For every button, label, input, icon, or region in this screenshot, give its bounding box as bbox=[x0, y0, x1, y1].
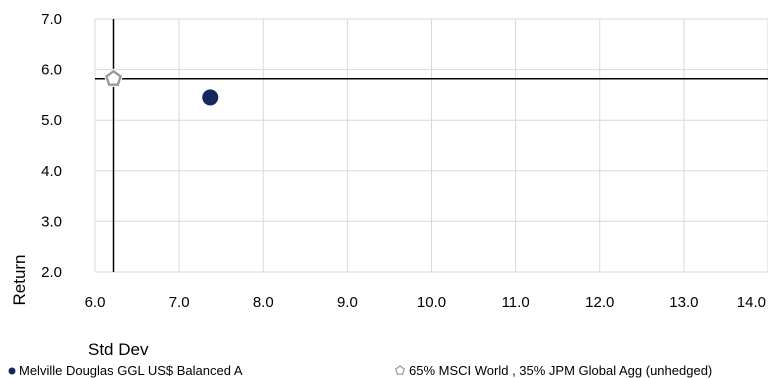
tick-labels: 6.0 7.0 8.0 9.0 10.0 11.0 12.0 13.0 14.0 2.0 3.0 4.… bbox=[41, 11, 766, 311]
y-tick-label: 5.0 bbox=[41, 112, 62, 129]
x-tick-label: 9.0 bbox=[337, 294, 358, 311]
point-fund bbox=[202, 89, 219, 106]
y-tick-label: 7.0 bbox=[41, 11, 62, 28]
x-tick-label: 6.0 bbox=[85, 294, 106, 311]
x-tick-label: 14.0 bbox=[737, 294, 766, 311]
legend-marker-benchmark bbox=[395, 365, 405, 375]
benchmark-crosshair bbox=[95, 19, 768, 272]
data-points bbox=[103, 68, 219, 106]
x-tick-label: 13.0 bbox=[669, 294, 698, 311]
y-axis-label: Return bbox=[10, 254, 29, 305]
legend-label-fund: Melville Douglas GGL US$ Balanced A bbox=[19, 363, 243, 378]
y-tick-label: 3.0 bbox=[41, 213, 62, 230]
legend-marker-fund bbox=[8, 367, 16, 375]
x-tick-label: 11.0 bbox=[502, 294, 530, 311]
x-tick-label: 10.0 bbox=[417, 294, 446, 311]
legend: Melville Douglas GGL US$ Balanced A 65% … bbox=[8, 363, 712, 378]
point-benchmark-inner bbox=[107, 72, 120, 84]
x-tick-label: 12.0 bbox=[585, 294, 614, 311]
y-tick-label: 4.0 bbox=[41, 163, 62, 180]
y-tick-label: 2.0 bbox=[41, 264, 62, 281]
x-tick-label: 7.0 bbox=[169, 294, 190, 311]
x-tick-label: 8.0 bbox=[253, 294, 274, 311]
legend-label-benchmark: 65% MSCI World , 35% JPM Global Agg (unh… bbox=[409, 363, 712, 378]
grid-lines bbox=[94, 18, 768, 273]
y-tick-label: 6.0 bbox=[41, 62, 62, 79]
x-axis-label: Std Dev bbox=[88, 340, 149, 359]
